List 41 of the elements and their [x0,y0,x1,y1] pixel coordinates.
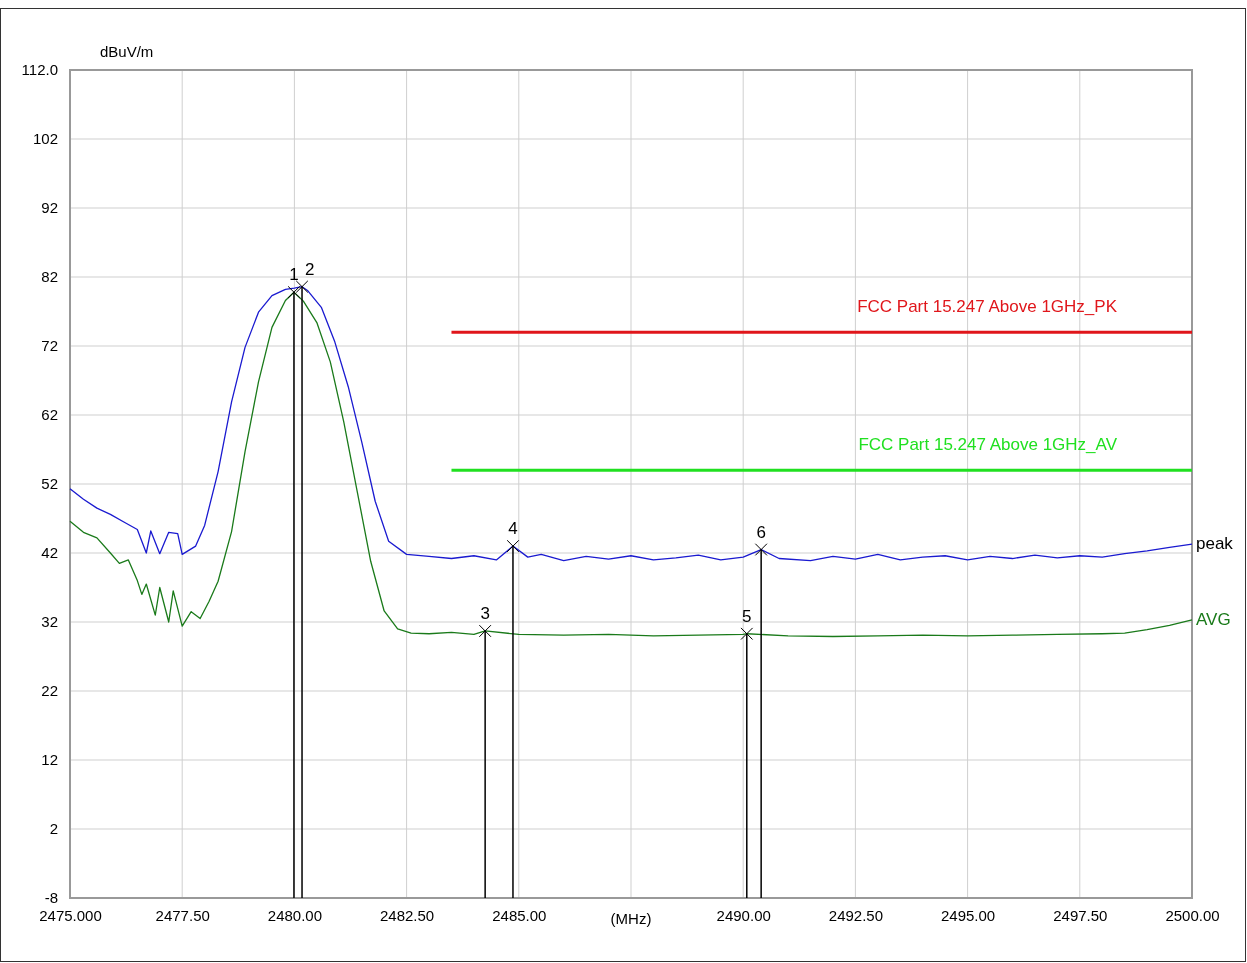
x-tick-label: 2497.50 [1053,906,1108,924]
x-tick-label: 2485.00 [492,906,547,924]
point [506,539,520,553]
annotation: 1 [289,265,299,285]
series-label: peak [1196,534,1234,554]
x-tick-label: 2475.000 [39,906,102,924]
y-tick-label: -8 [44,889,58,907]
x-tick-label: 2477.50 [155,906,210,924]
y-tick-label: 42 [41,544,58,562]
series-label: FCC Part 15.247 Above 1GHz_PK [857,297,1118,317]
series-label: FCC Part 15.247 Above 1GHz_AV [858,435,1118,455]
y-axis-title: dBuV/m [100,43,154,60]
point [740,627,754,641]
y-tick-label: 2 [49,820,58,838]
x-tick-label: 2490.00 [716,906,771,924]
y-tick-label: 22 [41,682,58,700]
line-series [69,286,1193,562]
x-tick-label: 2492.50 [828,906,884,924]
y-tick-label: 112.0 [21,61,58,79]
x-axis-title: (MHz) [610,910,652,927]
annotation: 6 [756,522,766,542]
y-tick-label: 12 [41,751,58,769]
point [478,624,492,638]
annotation: 2 [305,259,315,279]
x-tick-label: 2482.50 [379,906,435,924]
y-tick-label: 82 [41,268,58,286]
y-tick-label: 32 [41,613,58,631]
x-tick-label: 2495.00 [940,906,996,924]
x-tick-label: 2500.00 [1165,906,1220,924]
point [754,543,768,556]
y-tick-label: 52 [41,475,58,493]
annotation: 5 [742,606,752,626]
annotation: 4 [508,519,518,539]
point [295,280,309,293]
y-tick-label: 102 [32,130,58,148]
x-tick-label: 2480.00 [267,906,323,924]
series-label: AVG [1196,609,1231,629]
y-tick-label: 62 [41,406,58,424]
y-tick-label: 92 [41,199,58,217]
y-tick-label: 72 [41,337,58,355]
annotation: 3 [480,603,490,623]
